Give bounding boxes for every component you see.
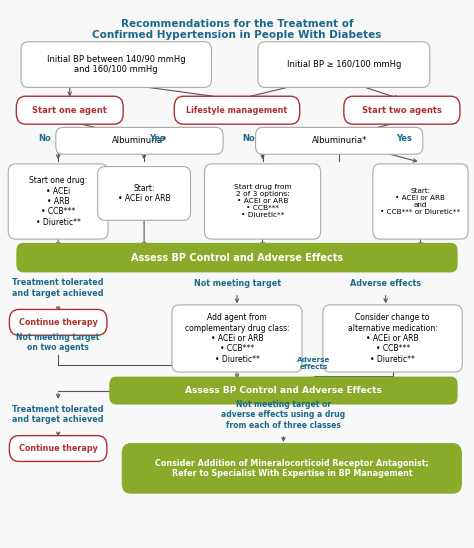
Text: Lifestyle management: Lifestyle management <box>186 106 288 115</box>
Text: Treatment tolerated
and target achieved: Treatment tolerated and target achieved <box>12 405 104 424</box>
FancyBboxPatch shape <box>122 444 461 493</box>
Text: Continue therapy: Continue therapy <box>18 318 98 327</box>
Text: Start:
• ACEi or ARB
and
• CCB*** or Diuretic**: Start: • ACEi or ARB and • CCB*** or Diu… <box>381 188 461 215</box>
Text: Not meeting target: Not meeting target <box>193 279 281 288</box>
Text: Treatment tolerated
and target achieved: Treatment tolerated and target achieved <box>12 278 104 298</box>
Text: Add agent from
complementary drug class:
• ACEi or ARB
• CCB***
• Diuretic**: Add agent from complementary drug class:… <box>185 313 289 364</box>
FancyBboxPatch shape <box>323 305 462 372</box>
FancyBboxPatch shape <box>98 167 191 220</box>
FancyBboxPatch shape <box>8 164 108 239</box>
Text: Start drug from
2 of 3 options:
• ACEi or ARB
• CCB***
• Diuretic**: Start drug from 2 of 3 options: • ACEi o… <box>234 185 292 219</box>
Text: Start two agents: Start two agents <box>362 106 442 115</box>
FancyBboxPatch shape <box>56 127 223 154</box>
Text: Consider Addition of Mineralocorticoid Receptor Antagonist;
Refer to Specialist : Consider Addition of Mineralocorticoid R… <box>155 459 428 478</box>
Text: Assess BP Control and Adverse Effects: Assess BP Control and Adverse Effects <box>131 253 343 262</box>
FancyBboxPatch shape <box>174 96 300 124</box>
Text: Start:
• ACEi or ARB: Start: • ACEi or ARB <box>118 184 171 203</box>
Text: Yes: Yes <box>396 134 412 143</box>
FancyBboxPatch shape <box>258 42 430 87</box>
Text: Not meeting target or
adverse effects using a drug
from each of three classes: Not meeting target or adverse effects us… <box>221 400 346 430</box>
Text: Yes: Yes <box>149 134 165 143</box>
FancyBboxPatch shape <box>9 436 107 461</box>
Text: Recommendations for the Treatment of: Recommendations for the Treatment of <box>121 19 353 29</box>
Text: Consider change to
alternative medication:
• ACEi or ARB
• CCB***
• Diuretic**: Consider change to alternative medicatio… <box>348 313 438 364</box>
Text: Start one drug:
• ACEi
• ARB
• CCB***
• Diuretic**: Start one drug: • ACEi • ARB • CCB*** • … <box>29 176 87 227</box>
FancyBboxPatch shape <box>373 164 468 239</box>
Text: Albuminuria*: Albuminuria* <box>311 136 367 145</box>
FancyBboxPatch shape <box>204 164 320 239</box>
FancyBboxPatch shape <box>16 243 457 272</box>
FancyBboxPatch shape <box>172 305 302 372</box>
FancyBboxPatch shape <box>255 127 423 154</box>
Text: Initial BP between 140/90 mmHg
and 160/100 mmHg: Initial BP between 140/90 mmHg and 160/1… <box>47 55 185 75</box>
FancyBboxPatch shape <box>9 310 107 335</box>
Text: Confirmed Hypertension in People With Diabetes: Confirmed Hypertension in People With Di… <box>92 30 382 40</box>
Text: No: No <box>242 134 255 143</box>
FancyBboxPatch shape <box>17 96 123 124</box>
Text: Continue therapy: Continue therapy <box>18 444 98 453</box>
Text: No: No <box>38 134 51 143</box>
Text: Adverse
effects: Adverse effects <box>297 357 330 370</box>
Text: Adverse effects: Adverse effects <box>350 279 421 288</box>
Text: Not meeting target
on two agents: Not meeting target on two agents <box>17 333 100 352</box>
Text: Assess BP Control and Adverse Effects: Assess BP Control and Adverse Effects <box>185 386 382 395</box>
FancyBboxPatch shape <box>109 376 457 404</box>
FancyBboxPatch shape <box>21 42 211 87</box>
Text: Albuminuria*: Albuminuria* <box>112 136 167 145</box>
FancyBboxPatch shape <box>344 96 460 124</box>
Text: Start one agent: Start one agent <box>32 106 107 115</box>
Text: Initial BP ≥ 160/100 mmHg: Initial BP ≥ 160/100 mmHg <box>287 60 401 69</box>
